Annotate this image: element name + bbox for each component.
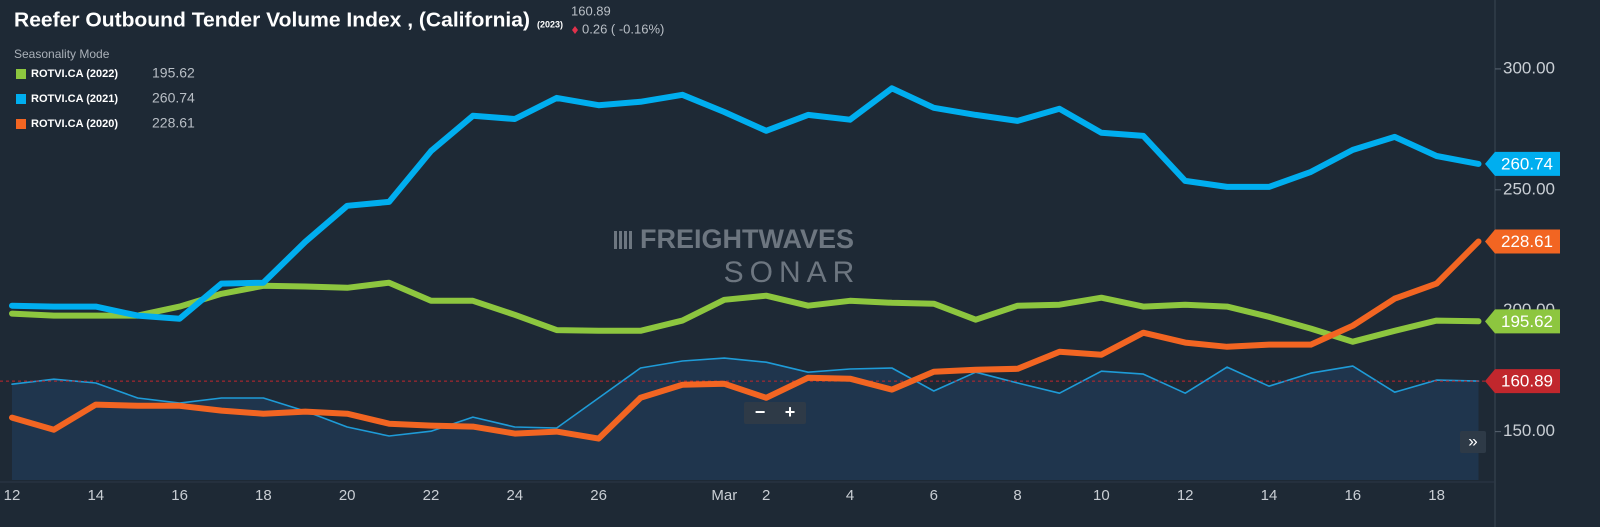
legend-label: ROTVI.CA (2022): [31, 68, 118, 80]
x-tick-label: 20: [339, 487, 356, 504]
x-tick-label: 12: [1177, 487, 1194, 504]
line: [9, 238, 1482, 442]
x-tick-label: 6: [930, 487, 938, 504]
current-value: 160.89: [571, 3, 611, 18]
legend-label: ROTVI.CA (2021): [31, 93, 118, 105]
zoom-out-button[interactable]: −: [755, 402, 766, 422]
x-tick-label: 14: [87, 487, 104, 504]
x-tick-label: 8: [1013, 487, 1021, 504]
series-tag: [1485, 151, 1560, 176]
line: [11, 357, 1480, 437]
x-tick-label: 24: [506, 487, 523, 504]
legend-value: 195.62: [152, 65, 195, 81]
watermark-text: SONAR: [724, 256, 861, 289]
subtitle: Seasonality Mode: [14, 47, 110, 61]
legend-label: ROTVI.CA (2020): [31, 118, 118, 130]
x-tick-label: 12: [4, 487, 21, 504]
title-suffix: (2023): [537, 19, 563, 29]
series-tag-label: 195.62: [1501, 312, 1553, 331]
x-tick-label: 16: [1344, 487, 1361, 504]
legend-value: 228.61: [152, 115, 195, 131]
x-tick-label: 16: [171, 487, 188, 504]
line: [9, 85, 1482, 322]
x-tick-label: 14: [1261, 487, 1278, 504]
chart-title: Reefer Outbound Tender Volume Index , (C…: [14, 9, 530, 31]
x-tick-label: 2: [762, 487, 770, 504]
watermark-text: FREIGHTWAVES: [640, 224, 854, 254]
zoom-in-button[interactable]: +: [785, 402, 796, 422]
series-tag: [1485, 309, 1560, 334]
series-tag-label: 228.61: [1501, 232, 1553, 251]
x-tick-label: 18: [255, 487, 272, 504]
x-tick-label: 22: [423, 487, 440, 504]
change-value: 0.26 ( -0.16%): [582, 21, 664, 36]
x-tick-label: Mar: [711, 487, 737, 504]
legend: ROTVI.CA (2022) 195.62 ROTVI.CA (2021) 260.…: [16, 65, 195, 131]
current-tag: [1485, 369, 1560, 394]
y-tick-label: 300.00: [1503, 58, 1555, 77]
current-tag-label: 160.89: [1501, 372, 1553, 391]
x-tick-label: 26: [590, 487, 607, 504]
x-tick-label: 18: [1428, 487, 1445, 504]
zoom-controls: − + »: [744, 402, 1486, 453]
series-tag-label: 260.74: [1501, 154, 1553, 173]
legend-swatch: [16, 94, 26, 104]
y-tick-label: 150.00: [1503, 421, 1555, 440]
zoom-box: [744, 402, 806, 424]
legend-swatch: [16, 119, 26, 129]
line: [9, 279, 1482, 345]
legend-swatch: [16, 69, 26, 79]
scroll-box: [1460, 431, 1486, 453]
header: Reefer Outbound Tender Volume Index , (C…: [14, 3, 664, 61]
x-tick-label: 10: [1093, 487, 1110, 504]
watermark: FREIGHTWAVES SONAR: [614, 224, 861, 289]
x-tick-label: 4: [846, 487, 854, 504]
legend-value: 260.74: [152, 90, 195, 106]
y-tick-label: 250.00: [1503, 179, 1555, 198]
change-arrow: [572, 26, 578, 34]
scroll-right-button[interactable]: »: [1468, 431, 1477, 450]
watermark-icon: [614, 231, 632, 249]
series-tag: [1485, 229, 1560, 254]
